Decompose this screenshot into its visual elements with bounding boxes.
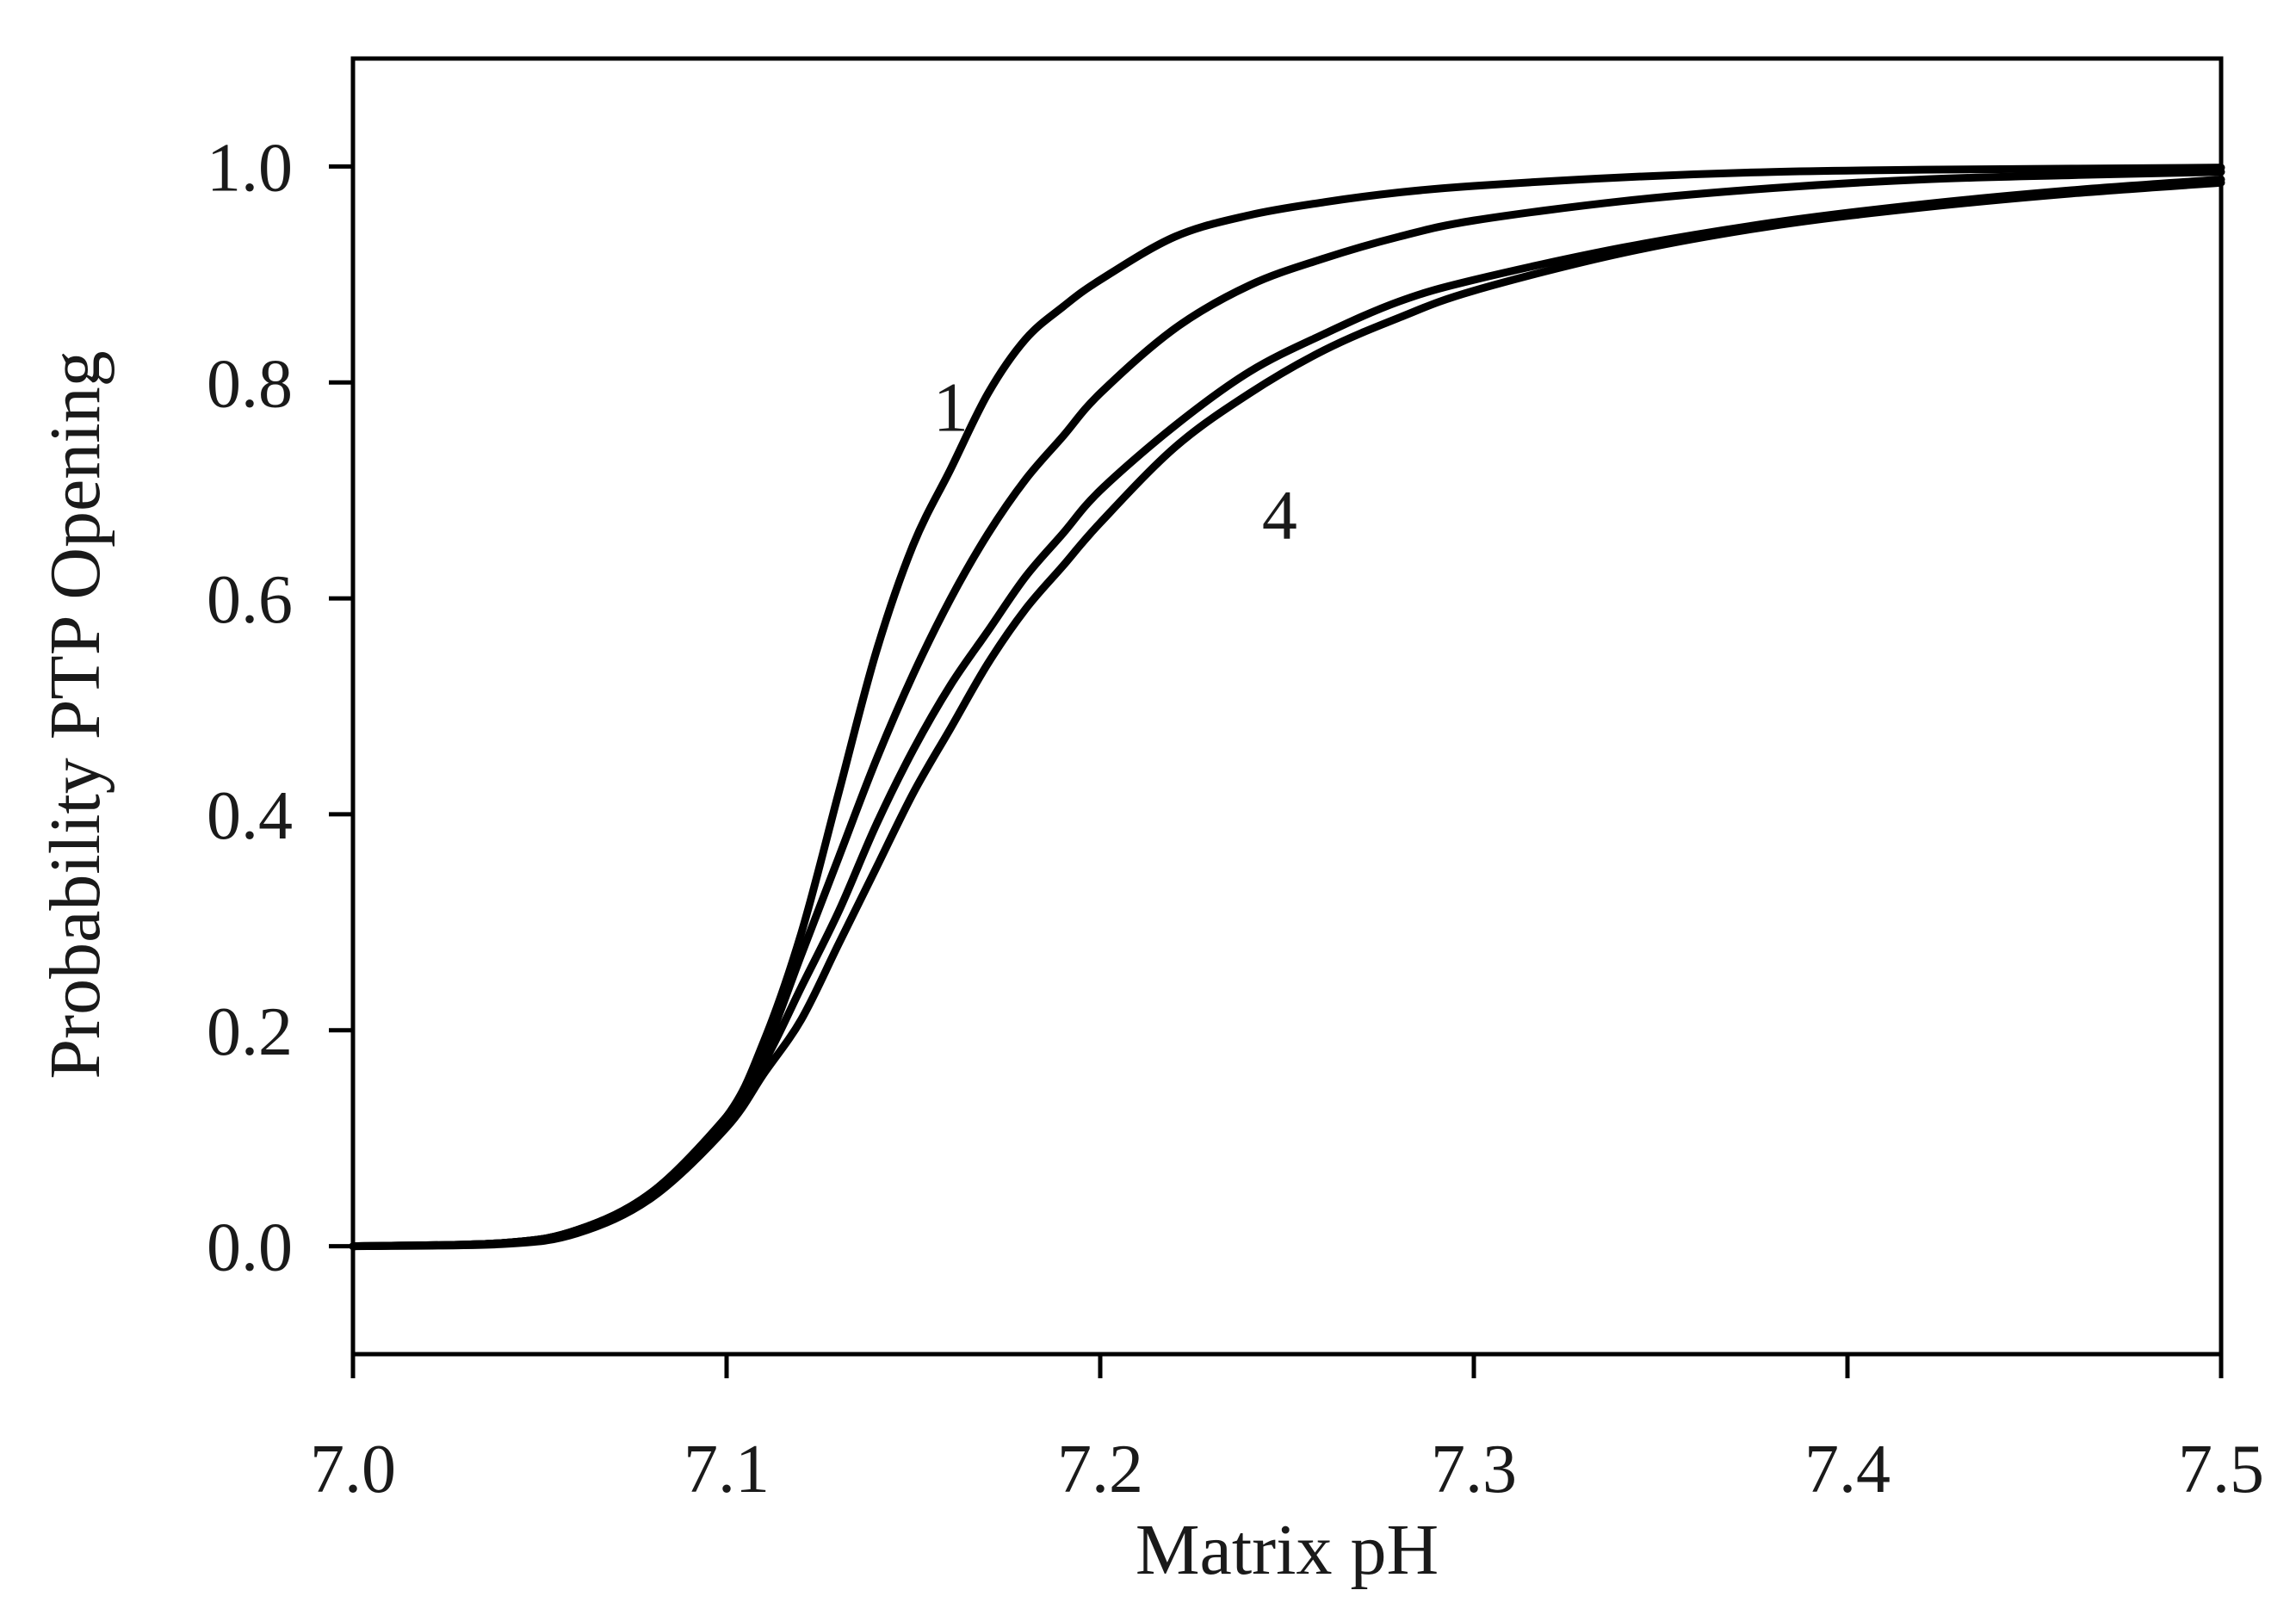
series-layer [349, 164, 2225, 1251]
x-tick-label: 7.2 [1057, 1432, 1143, 1507]
plot-frame [350, 56, 2224, 1357]
y-tick-label: 0.8 [207, 346, 293, 422]
x-tick-label: 7.1 [684, 1432, 770, 1507]
x-axis-label: Matrix pH [1136, 1510, 1439, 1590]
x-tick-label: 7.4 [1804, 1432, 1891, 1507]
y-tick-label: 0.4 [207, 778, 293, 854]
x-tick-label: 7.5 [2178, 1432, 2264, 1507]
y-tick-label: 1.0 [207, 130, 293, 206]
y-tick-label: 0.6 [207, 562, 293, 638]
curve-annotation: 4 [1262, 476, 1297, 554]
ticks-layer [329, 164, 2224, 1378]
labels-layer: 7.0 7.1 7.2 7.3 7.4 7.5 0.0 0.2 0.4 0.6 0.8 1.0 1 4 [207, 130, 2264, 1507]
x-tick-label: 7.3 [1431, 1432, 1517, 1507]
curve-annotation: 1 [933, 368, 969, 447]
y-tick-label: 0.0 [207, 1210, 293, 1286]
x-tick-label: 7.0 [310, 1432, 396, 1507]
y-axis-label: Probability PTP Opening [35, 350, 115, 1079]
series-line-4 [349, 178, 2225, 1251]
y-tick-label: 0.2 [207, 994, 293, 1070]
